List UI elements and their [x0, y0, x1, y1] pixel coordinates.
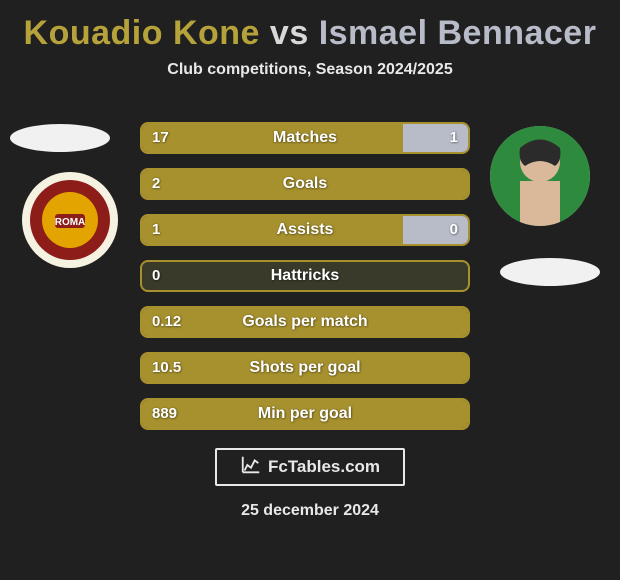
stat-row: 0.12Goals per match	[140, 306, 470, 338]
stat-row: 0Hattricks	[140, 260, 470, 292]
title-vs: vs	[260, 14, 319, 52]
stat-label: Goals	[142, 170, 468, 198]
player1-club-logo: ROMA	[20, 170, 120, 270]
stat-row: 2Goals	[140, 168, 470, 200]
brand-box: FcTables.com	[215, 448, 405, 486]
comparison-date: 25 december 2024	[0, 502, 620, 520]
stat-label: Shots per goal	[142, 354, 468, 382]
stat-row: 171Matches	[140, 122, 470, 154]
title-player2: Ismael Bennacer	[319, 14, 597, 52]
player1-ellipse	[10, 124, 110, 152]
comparison-title: Kouadio Kone vs Ismael Bennacer	[0, 0, 620, 53]
comparison-subtitle: Club competitions, Season 2024/2025	[0, 61, 620, 79]
stat-label: Assists	[142, 216, 468, 244]
player2-avatar	[490, 126, 590, 226]
stat-row: 10.5Shots per goal	[140, 352, 470, 384]
stat-label: Hattricks	[142, 262, 468, 290]
stat-label: Matches	[142, 124, 468, 152]
stat-label: Min per goal	[142, 400, 468, 428]
stat-row: 889Min per goal	[140, 398, 470, 430]
comparison-chart: 171Matches 2Goals 10Assists 0Hattricks 0.12G…	[140, 122, 470, 444]
brand-icon	[240, 454, 262, 481]
stat-label: Goals per match	[142, 308, 468, 336]
player2-ellipse	[500, 258, 600, 286]
title-player1: Kouadio Kone	[24, 14, 260, 52]
brand-text: FcTables.com	[268, 457, 380, 477]
svg-text:ROMA: ROMA	[55, 217, 86, 228]
stat-row: 10Assists	[140, 214, 470, 246]
